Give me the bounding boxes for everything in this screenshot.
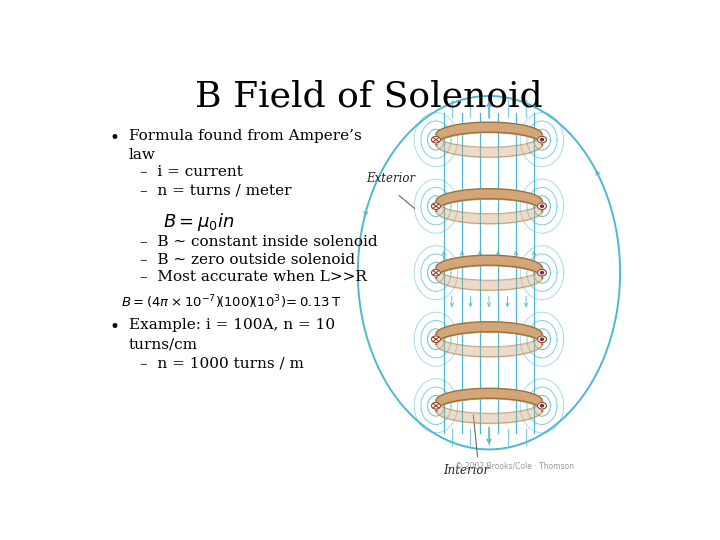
- Circle shape: [541, 338, 544, 340]
- Text: –  B ∼ zero outside solenoid: – B ∼ zero outside solenoid: [140, 253, 356, 267]
- Text: © 2002 Brooks/Cole · Thomson: © 2002 Brooks/Cole · Thomson: [456, 461, 575, 470]
- Text: Exterior: Exterior: [366, 172, 415, 185]
- Text: turns/cm: turns/cm: [129, 337, 198, 351]
- Circle shape: [541, 272, 544, 274]
- Text: $B = \left(4\pi\times10^{-7}\right)\!\left(100\right)\!\left(10^{3}\right)\!=0.1: $B = \left(4\pi\times10^{-7}\right)\!\le…: [121, 294, 341, 311]
- Circle shape: [431, 269, 441, 276]
- Text: •: •: [109, 319, 120, 336]
- Circle shape: [431, 336, 441, 342]
- Text: •: •: [109, 129, 120, 147]
- Text: –  n = 1000 turns / m: – n = 1000 turns / m: [140, 357, 304, 370]
- Circle shape: [538, 336, 546, 342]
- Circle shape: [538, 402, 546, 409]
- Circle shape: [538, 136, 546, 143]
- Text: –  i = current: – i = current: [140, 165, 243, 179]
- Circle shape: [431, 136, 441, 143]
- Text: –  n = turns / meter: – n = turns / meter: [140, 184, 292, 198]
- Circle shape: [541, 138, 544, 141]
- Text: Interior: Interior: [444, 464, 490, 477]
- Text: Formula found from Ampere’s: Formula found from Ampere’s: [129, 129, 362, 143]
- Text: law: law: [129, 148, 156, 162]
- Text: B Field of Solenoid: B Field of Solenoid: [195, 79, 543, 113]
- Circle shape: [538, 269, 546, 276]
- Text: –  B ∼ constant inside solenoid: – B ∼ constant inside solenoid: [140, 235, 378, 249]
- Circle shape: [541, 404, 544, 407]
- Circle shape: [431, 402, 441, 409]
- Text: Example: i = 100A, n = 10: Example: i = 100A, n = 10: [129, 319, 336, 333]
- Circle shape: [538, 203, 546, 210]
- Text: $B = \mu_0 in$: $B = \mu_0 in$: [163, 211, 234, 233]
- Circle shape: [431, 203, 441, 210]
- Circle shape: [541, 205, 544, 207]
- Text: –  Most accurate when L>>R: – Most accurate when L>>R: [140, 270, 367, 284]
